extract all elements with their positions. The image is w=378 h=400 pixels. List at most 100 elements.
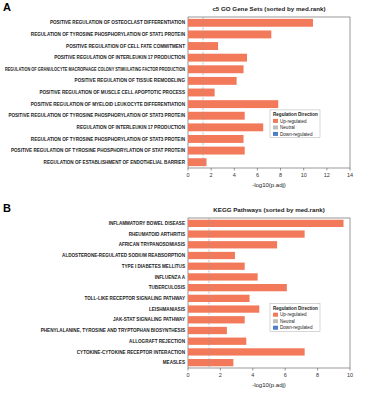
legend-label: Neutral (280, 125, 295, 130)
bar (188, 220, 344, 227)
bar (188, 305, 259, 312)
tick-label: 4 (233, 172, 236, 178)
threshold-line (209, 218, 210, 368)
category-label: POSITIVE REGULATION OF TYROSINE PHOSPHOR… (11, 148, 186, 153)
tick (303, 168, 304, 171)
legend-swatch (273, 119, 278, 123)
category-label: POSITIVE REGULATION OF CELL FATE COMMITM… (66, 44, 185, 49)
bar (188, 230, 305, 237)
tick (257, 168, 258, 171)
category-label: POSITIVE REGULATION OF OSTEOCLAST DIFFER… (50, 20, 186, 25)
legend-box (270, 110, 320, 138)
category-label: REGULATION OF ESTABLISHMENT OF ENDOTHELI… (44, 160, 186, 165)
legend-swatch (273, 125, 278, 129)
tick (317, 368, 318, 371)
tick (252, 368, 253, 371)
category-label: CYTOKINE-CYTOKINE RECEPTOR INTERACTION (77, 350, 186, 355)
marks (188, 218, 344, 368)
bar (188, 316, 245, 323)
bar (188, 158, 207, 166)
tick (211, 168, 212, 171)
tick-label: 0 (186, 172, 189, 178)
bar (188, 295, 250, 302)
legend-swatch (273, 319, 278, 323)
tick-label: 6 (284, 372, 287, 378)
marks (188, 17, 313, 168)
category-label: LEISHMANIASIS (149, 307, 185, 312)
tick (285, 368, 286, 371)
bar (188, 263, 245, 270)
legend-swatch (273, 132, 278, 136)
category-label: ALLOGRAFT REJECTION (129, 339, 186, 344)
category-label: POSITIVE REGULATION OF TISSUE REMODELING (75, 78, 186, 83)
plot-frame (188, 218, 350, 368)
category-label: REGULATION OF TYROSINE PHOSPHORYLATION O… (31, 137, 186, 142)
panel-label: B (3, 202, 11, 214)
bar (188, 135, 244, 143)
threshold-line (203, 17, 204, 168)
category-label: MEASLES (163, 360, 185, 365)
bar (188, 359, 233, 366)
category-label: POSITIVE REGULATION OF INTERLEUKIN 17 PR… (54, 55, 186, 60)
legend-swatch (273, 326, 278, 330)
tick-label: 6 (256, 172, 259, 178)
bar (188, 284, 287, 291)
tick-label: 8 (279, 172, 282, 178)
tick-label: 2 (210, 172, 213, 178)
category-label: TUBERCULOSIS (149, 285, 185, 290)
legend-box (270, 304, 320, 332)
tick (350, 368, 351, 371)
category-label: POSITIVE REGULATION OF TYROSINE PHOSPHOR… (8, 113, 185, 118)
bar (188, 100, 278, 108)
axis-label: -log10(p.adj) (252, 382, 286, 388)
category-label: REGULATION OF TYROSINE PHOSPHORYLATION O… (31, 32, 186, 37)
bar (188, 338, 246, 345)
tick-label: 12 (324, 172, 330, 178)
tick (234, 168, 235, 171)
bar (188, 241, 277, 248)
title: KEGG Pathways (sorted by med.rank) (213, 206, 324, 213)
category-label: PHENYLALANINE, TYROSINE AND TRYPTOPHAN B… (41, 328, 185, 333)
category-label: INFLAMMATORY BOWEL DISEASE (109, 221, 185, 226)
legend-label: Neutral (280, 319, 295, 324)
category-label: POSITIVE REGULATION OF MYELOID LEUKOCYTE… (31, 102, 186, 107)
bar (188, 348, 305, 355)
category-label: TOLL-LIKE RECEPTOR SIGNALING PATHWAY (84, 296, 185, 301)
tick (280, 168, 281, 171)
bar (188, 89, 215, 97)
tick (326, 168, 327, 171)
legend-label: Up-regulated (280, 312, 307, 317)
category-label: POSITIVE REGULATION OF MUSCLE CELL APOPT… (39, 90, 185, 95)
tick-label: 2 (219, 372, 222, 378)
category-label: ALDOSTERONE-REGULATED SODIUM REABSORPTIO… (62, 253, 186, 258)
bar (188, 65, 244, 73)
bar (188, 252, 235, 259)
tick (220, 368, 221, 371)
category-label: RHEUMATOID ARTHRITIS (129, 232, 185, 237)
panel: B KEGG Pathways (sorted by med.rank) INFLA… (3, 202, 353, 388)
category-label: JAK-STAT SIGNALING PATHWAY (113, 317, 185, 322)
legend-title: Regulation Direction (273, 112, 318, 117)
tick-label: 10 (301, 172, 307, 178)
tick-label: 0 (186, 372, 189, 378)
figure: Ac5 GO Gene Sets (sorted by med.rank)POS… (0, 0, 378, 400)
plot-frame (188, 17, 350, 168)
tick-label: 8 (316, 372, 319, 378)
legend: Regulation DirectionUp-regulatedNeutralD… (270, 304, 320, 332)
axis-label: -log10(p.adj) (252, 182, 286, 188)
bar (188, 147, 245, 155)
category-label: REGULATION OF INTERLEUKIN 17 PRODUCTION (77, 125, 186, 130)
legend-label: Down-regulated (280, 132, 313, 137)
tick (188, 168, 189, 171)
panel: Ac5 GO Gene Sets (sorted by med.rank)POS… (3, 1, 353, 188)
tick-label: 14 (347, 172, 353, 178)
category-label: TYPE I DIABETES MELLITUS (122, 264, 185, 269)
bar (188, 273, 258, 280)
bar (188, 77, 237, 85)
category-label: AFRICAN TRYPANOSOMIASIS (119, 242, 185, 247)
category-label: REGULATION OF GRANULOCYTE MACROPHAGE COL… (5, 67, 186, 72)
legend-label: Down-regulated (280, 325, 313, 330)
legend-swatch (273, 313, 278, 317)
bar (188, 327, 227, 334)
bar (188, 123, 263, 131)
